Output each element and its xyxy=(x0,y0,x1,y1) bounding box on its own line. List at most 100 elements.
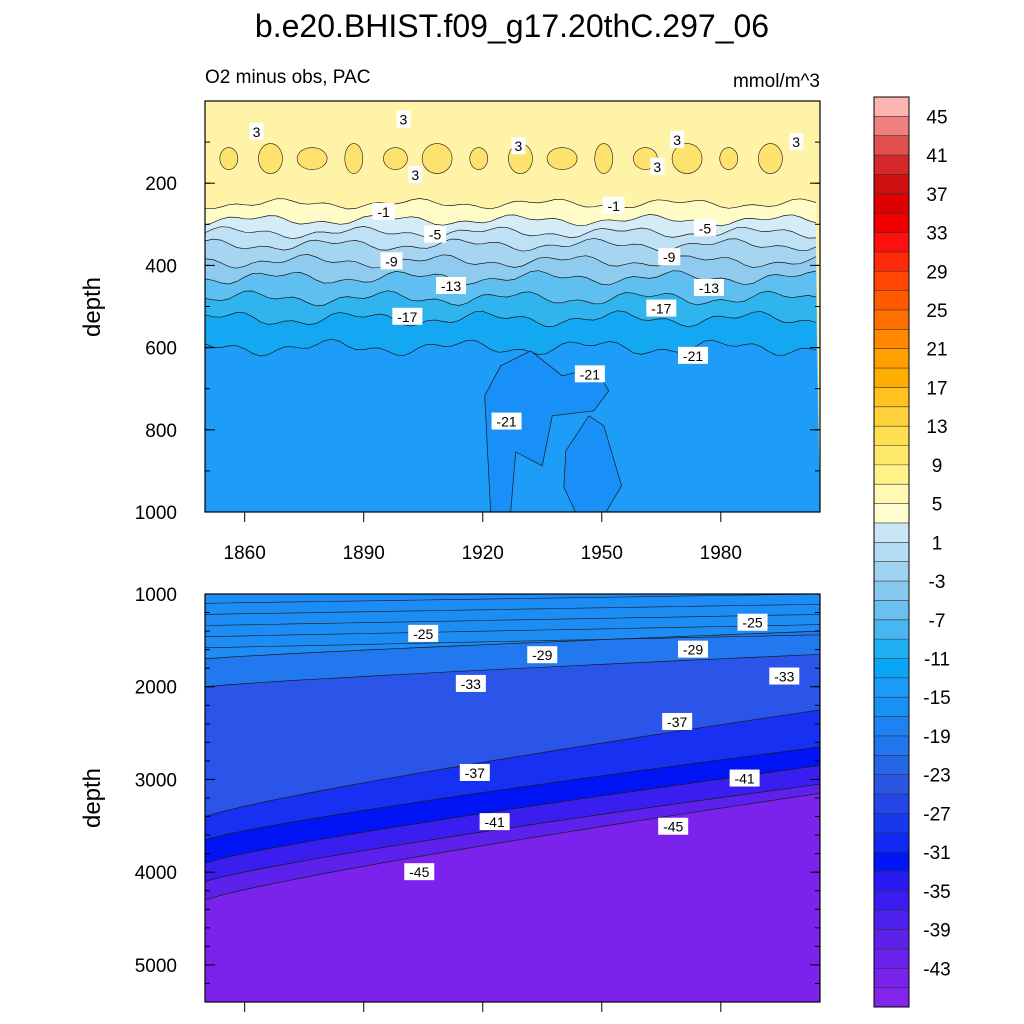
colorbar-swatch xyxy=(874,387,909,408)
colorbar-label: -27 xyxy=(923,804,950,825)
colorbar-swatch xyxy=(874,406,909,427)
colorbar-swatch xyxy=(874,697,909,717)
colorbar-swatch xyxy=(874,251,909,272)
colorbar-swatch xyxy=(874,910,909,930)
x-tick-label: 1980 xyxy=(700,543,742,564)
colorbar-label: 9 xyxy=(932,456,943,477)
core-blob xyxy=(421,143,453,174)
colorbar-swatch xyxy=(874,271,909,291)
svg-text:-17: -17 xyxy=(651,301,671,317)
contour-line xyxy=(205,746,820,841)
colorbar-label: -11 xyxy=(924,649,950,670)
colorbar-swatch xyxy=(874,561,909,582)
svg-text:-29: -29 xyxy=(532,647,552,663)
colorbar-swatch xyxy=(874,155,909,175)
subtitle-right: mmol/m^3 xyxy=(733,71,820,92)
x-tick-label: 1890 xyxy=(343,543,385,564)
svg-text:-37: -37 xyxy=(465,765,485,781)
contour-label: 3 xyxy=(408,165,423,183)
contour-label: -21 xyxy=(678,346,709,364)
colorbar-swatch xyxy=(874,581,909,601)
colorbar-label: -23 xyxy=(923,766,950,787)
colorbar-label: 29 xyxy=(926,262,947,283)
colorbar: 45 41 37 33 29 25 21 17 13 9 5 1 -3 -7 -11 -15 -19 -23 -27… xyxy=(873,96,951,1008)
contour-label: -45 xyxy=(658,817,689,835)
core-blob xyxy=(219,147,239,170)
contour-line xyxy=(205,603,820,615)
contour-label: 3 xyxy=(650,157,665,175)
colorbar-swatch xyxy=(874,987,909,1008)
x-tick-label: 1950 xyxy=(581,543,623,564)
colorbar-swatch xyxy=(874,329,909,350)
svg-text:-21: -21 xyxy=(496,414,516,430)
colorbar-swatch xyxy=(874,774,909,795)
y-tick-label: 1000 xyxy=(135,585,177,606)
contour-label: -1 xyxy=(372,202,395,220)
contour-label: -1 xyxy=(602,196,625,214)
colorbar-frame xyxy=(873,96,910,1008)
svg-text:-33: -33 xyxy=(461,676,481,692)
colorbar-swatch xyxy=(874,174,909,195)
contour-line xyxy=(205,793,820,901)
colorbar-swatch xyxy=(874,832,909,853)
svg-text:-37: -37 xyxy=(667,714,687,730)
contour-label: -5 xyxy=(693,219,716,237)
x-tick-label: 1860 xyxy=(224,543,266,564)
contour-label: -45 xyxy=(404,863,435,881)
colorbar-label: -35 xyxy=(923,882,950,903)
contour-label: -25 xyxy=(737,613,768,631)
upper-panel: 333 3 333-1 -1-5 -5-9 -9-13 -13-17-17-21-21-21… xyxy=(79,100,821,564)
contour-line xyxy=(205,310,817,328)
contour-line xyxy=(205,634,820,649)
x-tick-label: 1920 xyxy=(462,543,504,564)
svg-text:-9: -9 xyxy=(663,249,676,265)
colorbar-label: 17 xyxy=(926,378,947,399)
contour-line xyxy=(205,624,820,637)
svg-text:-17: -17 xyxy=(397,309,417,325)
y-tick-label: 3000 xyxy=(135,770,177,791)
colorbar-label: 37 xyxy=(926,185,947,206)
colorbar-swatch xyxy=(874,193,909,214)
contour-line xyxy=(205,614,820,626)
y-tick-label: 5000 xyxy=(135,956,177,977)
contour-line xyxy=(205,198,817,210)
svg-text:-45: -45 xyxy=(663,819,683,835)
colorbar-swatch xyxy=(874,309,909,330)
colorbar-swatch xyxy=(874,542,909,562)
colorbar-label: 21 xyxy=(926,340,947,361)
svg-text:-5: -5 xyxy=(429,227,442,243)
contour-label: -21 xyxy=(574,365,605,383)
svg-text:-25: -25 xyxy=(742,615,762,631)
colorbar-swatch xyxy=(874,464,909,485)
contour-line xyxy=(205,783,820,882)
colorbar-swatch xyxy=(874,677,909,698)
y-tick-label: 400 xyxy=(145,256,177,277)
colorbar-label: -3 xyxy=(929,572,946,593)
colorbar-swatch xyxy=(874,213,909,233)
colorbar-swatch xyxy=(874,368,909,388)
colorbar-label: -39 xyxy=(923,921,950,942)
svg-text:3: 3 xyxy=(253,124,261,140)
svg-text:-5: -5 xyxy=(699,220,712,236)
svg-text:-25: -25 xyxy=(413,626,433,642)
core-blob xyxy=(758,143,783,174)
contour-label: -29 xyxy=(678,640,709,658)
colorbar-swatch xyxy=(874,871,909,892)
colorbar-swatch xyxy=(874,290,909,311)
colorbar-swatch xyxy=(874,929,909,950)
colorbar-swatch xyxy=(874,503,909,524)
core-blob xyxy=(546,147,578,170)
colorbar-label: -19 xyxy=(923,727,950,748)
colorbar-swatch xyxy=(874,716,909,737)
svg-text:-13: -13 xyxy=(699,280,719,296)
colorbar-swatch xyxy=(874,522,909,543)
svg-text:-41: -41 xyxy=(485,814,505,830)
svg-text:3: 3 xyxy=(515,138,523,154)
colorbar-label: -43 xyxy=(923,959,950,980)
contour-label: -13 xyxy=(693,279,724,297)
svg-text:-13: -13 xyxy=(441,278,461,294)
colorbar-label: 1 xyxy=(932,533,943,554)
colorbar-swatch xyxy=(874,619,909,640)
colorbar-swatch xyxy=(874,484,909,504)
